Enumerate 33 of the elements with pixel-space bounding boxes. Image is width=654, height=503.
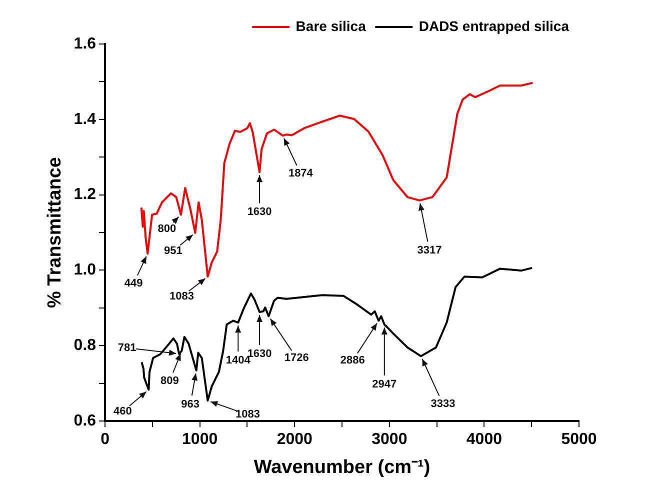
x-axis-title: Wavenumber (cm⁻¹)	[254, 456, 430, 478]
x-tick-label: 3000	[372, 431, 408, 448]
y-tick-label: 1.4	[74, 110, 96, 128]
annotation: 781	[118, 342, 136, 354]
x-tick-label: 5000	[561, 431, 597, 448]
x-tick-label: 2000	[276, 431, 313, 448]
annotation: 2886	[340, 354, 365, 367]
annotation: 1874	[288, 168, 314, 180]
x-tick-label: 0	[100, 431, 110, 448]
annotation: 449	[124, 278, 143, 290]
annotation: 951	[164, 244, 182, 257]
annotation: 1630	[247, 206, 272, 218]
annotation: 1083	[169, 290, 194, 303]
annotation: 1404	[226, 354, 252, 367]
legend-label: Bare silica	[296, 18, 366, 34]
y-tick-label: 1.2	[74, 186, 96, 204]
annotation: 963	[181, 398, 200, 411]
y-tick-label: 1.0	[74, 262, 96, 279]
annotation: 800	[158, 222, 176, 235]
y-tick-label: 0.8	[74, 337, 96, 354]
y-tick-label: 0.6	[74, 412, 96, 430]
x-tick-label: 1000	[182, 431, 218, 448]
y-tick-label: 1.6	[74, 35, 96, 52]
x-tick-label: 4000	[466, 431, 502, 448]
y-axis-title: % Transmittance	[44, 157, 66, 308]
annotation: 3333	[430, 398, 456, 410]
annotation: 1083	[235, 408, 260, 421]
legend-label: DADS entrapped silica	[418, 18, 570, 34]
annotation: 3317	[417, 244, 442, 256]
annotation: 1726	[284, 352, 309, 364]
annotation: 2947	[372, 378, 397, 391]
annotation: 809	[160, 374, 179, 387]
annotation: 460	[113, 406, 132, 418]
